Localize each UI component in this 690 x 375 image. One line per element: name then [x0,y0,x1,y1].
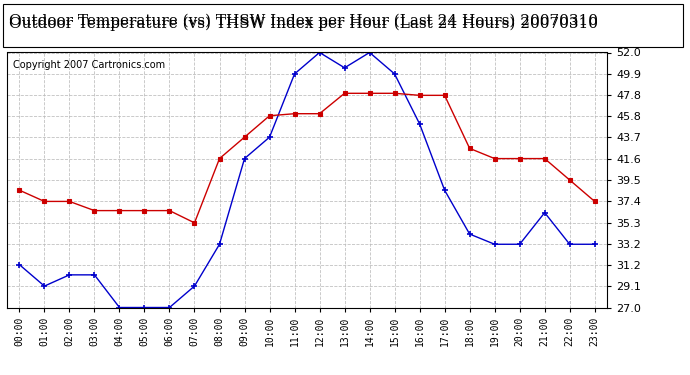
Text: Outdoor Temperature (vs) THSW Index per Hour (Last 24 Hours) 20070310: Outdoor Temperature (vs) THSW Index per … [9,13,598,28]
Text: Copyright 2007 Cartronics.com: Copyright 2007 Cartronics.com [13,60,165,70]
Text: Outdoor Temperature (vs) THSW Index per Hour (Last 24 Hours) 20070310: Outdoor Temperature (vs) THSW Index per … [9,16,598,31]
